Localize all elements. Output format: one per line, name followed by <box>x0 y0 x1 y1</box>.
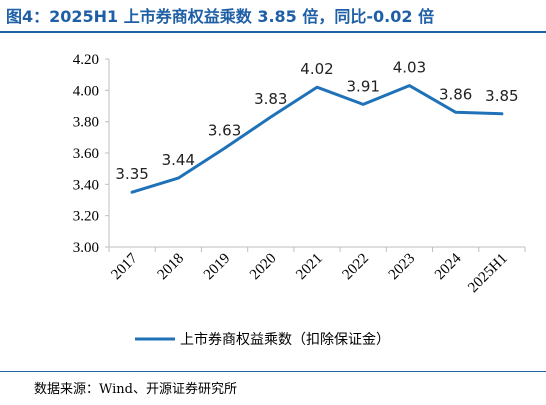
data-label: 3.44 <box>162 151 195 169</box>
data-labels: 3.35 3.44 3.63 3.83 4.02 3.91 4.03 3.86 3.85 <box>115 59 518 184</box>
y-tick-label: 3.60 <box>73 146 99 162</box>
x-tick-label: 2024 <box>432 250 465 283</box>
figure-title: 图4：2025H1 上市券商权益乘数 3.85 倍，同比-0.02 倍 <box>6 7 435 26</box>
title-rule <box>0 31 546 33</box>
y-tick-label: 4.20 <box>73 52 99 68</box>
y-tick-label: 3.80 <box>73 115 99 131</box>
y-tick-label: 3.20 <box>73 209 99 225</box>
x-tick-label: 2018 <box>155 251 188 284</box>
data-label: 3.83 <box>254 90 287 108</box>
legend: 上市券商权益乘数（扣除保证金） <box>135 331 390 348</box>
legend-label: 上市券商权益乘数（扣除保证金） <box>180 331 390 348</box>
x-tick-label: 2023 <box>386 251 419 284</box>
data-label: 3.86 <box>439 85 472 103</box>
data-label: 3.85 <box>485 87 518 105</box>
data-label: 3.63 <box>208 121 241 139</box>
y-tick-label: 3.00 <box>73 240 99 256</box>
x-tick-label: 2020 <box>247 251 280 284</box>
series-line <box>130 84 504 194</box>
y-tick-labels: 3.00 3.20 3.40 3.60 3.80 4.00 4.20 <box>73 52 109 256</box>
x-tick-label: 2019 <box>201 251 234 284</box>
x-tick-label: 2025H1 <box>465 251 510 296</box>
source-rule <box>0 371 546 372</box>
data-label: 3.35 <box>115 165 148 183</box>
x-tick-labels: 2017 2018 2019 2020 2021 2022 2023 2024 2025H1 <box>108 247 526 296</box>
chart-canvas: 3.003.203.403.603.804.004.20 2017 2018 201… <box>73 52 526 348</box>
source-note: 数据来源：Wind、开源证券研究所 <box>34 382 237 397</box>
data-label: 4.03 <box>393 59 426 77</box>
x-tick-label: 2017 <box>108 250 141 283</box>
x-tick-label: 2021 <box>293 251 326 284</box>
y-tick-label: 3.40 <box>73 177 99 193</box>
x-tick-label: 2022 <box>340 251 373 284</box>
y-tick-label: 4.00 <box>73 83 99 99</box>
data-label: 3.91 <box>347 77 380 95</box>
data-label: 4.02 <box>300 60 333 78</box>
